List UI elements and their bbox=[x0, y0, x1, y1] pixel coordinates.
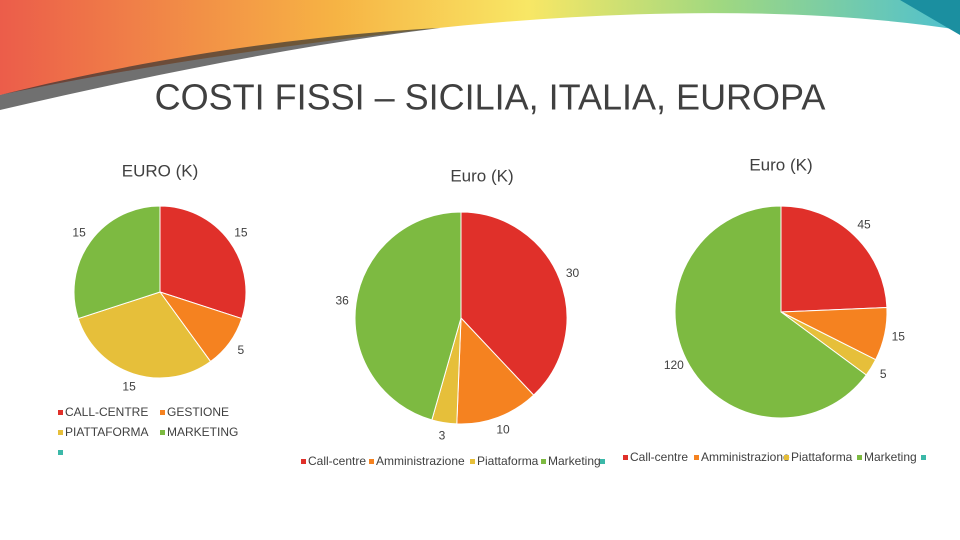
decoration bbox=[900, 0, 960, 35]
data-label: 120 bbox=[664, 358, 684, 372]
data-label: 5 bbox=[880, 367, 887, 381]
pie-slice bbox=[460, 211, 568, 396]
legend-swatch bbox=[921, 455, 926, 460]
legend-swatch bbox=[857, 455, 862, 460]
data-label: 5 bbox=[238, 343, 245, 357]
chart-title: Euro (K) bbox=[749, 155, 812, 174]
legend-swatch bbox=[623, 455, 628, 460]
legend-label: Amministrazione bbox=[376, 454, 465, 468]
data-label: 15 bbox=[72, 225, 86, 239]
pie-slice bbox=[354, 211, 462, 421]
legend-label: Call-centre bbox=[308, 454, 366, 468]
legend-swatch bbox=[784, 455, 789, 460]
data-label: 10 bbox=[496, 423, 510, 437]
decoration bbox=[0, 0, 960, 95]
data-label: 3 bbox=[439, 429, 446, 443]
legend-swatch bbox=[58, 410, 63, 415]
legend-label: Marketing bbox=[548, 454, 601, 468]
legend-swatch bbox=[600, 459, 605, 464]
legend-label: PIATTAFORMA bbox=[65, 425, 149, 439]
legend-label: Piattaforma bbox=[477, 454, 539, 468]
pie-slice bbox=[77, 291, 212, 379]
data-label: 45 bbox=[857, 218, 871, 232]
legend-swatch bbox=[369, 459, 374, 464]
data-label: 15 bbox=[892, 329, 906, 343]
pie-slice bbox=[674, 205, 867, 419]
legend-swatch bbox=[694, 455, 699, 460]
legend-label: Call-centre bbox=[630, 450, 688, 464]
data-label: 36 bbox=[335, 294, 349, 308]
legend-swatch bbox=[160, 430, 165, 435]
legend-label: Amministrazione bbox=[701, 450, 790, 464]
legend-label: CALL-CENTRE bbox=[65, 405, 148, 419]
legend-swatch bbox=[301, 459, 306, 464]
legend-swatch bbox=[541, 459, 546, 464]
pie-slice bbox=[73, 205, 161, 320]
legend-label: Piattaforma bbox=[791, 450, 853, 464]
legend-swatch bbox=[160, 410, 165, 415]
pie-slice bbox=[780, 205, 888, 313]
legend-swatch bbox=[470, 459, 475, 464]
slide-title: COSTI FISSI – SICILIA, ITALIA, EUROPA bbox=[155, 77, 826, 118]
legend-swatch bbox=[58, 450, 63, 455]
data-label: 30 bbox=[566, 266, 580, 280]
chart-title: Euro (K) bbox=[450, 166, 513, 185]
chart-title: EURO (K) bbox=[122, 161, 199, 180]
legend-label: MARKETING bbox=[167, 425, 238, 439]
pie-slice bbox=[159, 205, 247, 320]
pie-slice bbox=[456, 316, 535, 425]
data-label: 15 bbox=[122, 379, 136, 393]
legend-label: Marketing bbox=[864, 450, 917, 464]
legend-swatch bbox=[58, 430, 63, 435]
data-label: 15 bbox=[234, 225, 248, 239]
legend-label: GESTIONE bbox=[167, 405, 229, 419]
